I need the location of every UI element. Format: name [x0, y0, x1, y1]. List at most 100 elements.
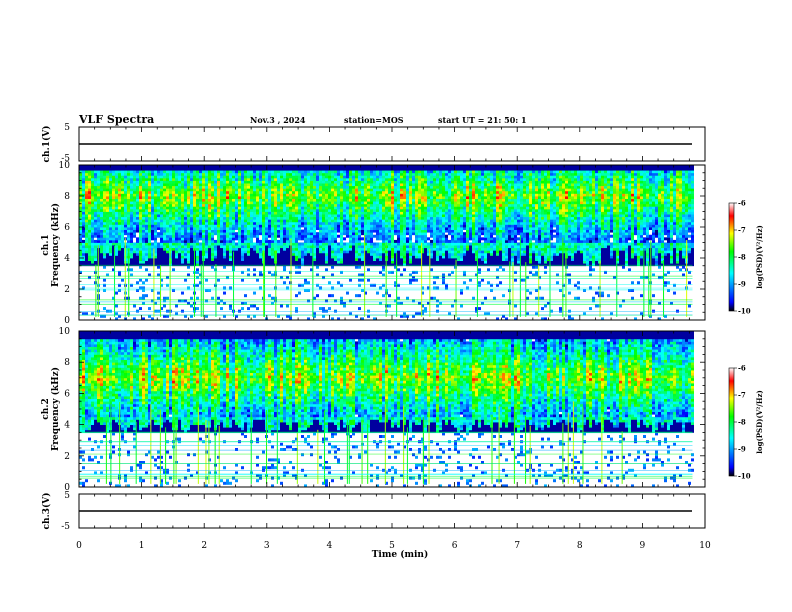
- ch1-spectrogram-cell: [250, 232, 253, 236]
- ch1-spectrogram-cell: [406, 242, 409, 246]
- ch1-spectrogram-cell: [376, 201, 379, 205]
- ch1-spectrogram-cell: [148, 234, 151, 238]
- ch1-spectrogram-cell: [403, 188, 406, 192]
- ch1-spectrogram-cell: [427, 229, 430, 233]
- ch1-spectrogram-cell: [187, 190, 190, 194]
- ch1-spectrogram-cell: [94, 190, 97, 194]
- ch1-spectrogram-cell: [163, 299, 166, 303]
- ch1-spectrogram-cell: [268, 177, 271, 181]
- ch1-spectrogram-cell: [112, 239, 115, 243]
- ch1-spectrogram-cell: [418, 245, 421, 249]
- ch1-spectrogram-cell: [355, 227, 358, 230]
- ch1-spectrogram-cell: [325, 198, 328, 202]
- ch1-spectrogram-cell: [415, 260, 418, 264]
- ch1-spectrogram-cell: [388, 224, 391, 228]
- ch1-spectrogram-cell: [217, 177, 220, 181]
- ch1-spectrogram-cell: [286, 242, 289, 246]
- ch1-spectrogram-cell: [133, 167, 136, 171]
- ch1-spectrogram-cell: [130, 170, 133, 174]
- ch1-spectrogram-cell: [232, 206, 235, 210]
- ch1-spectrogram-cell: [139, 247, 142, 251]
- ch1-spectrogram-cell: [148, 273, 151, 277]
- ch1-spectrogram-cell: [298, 232, 301, 236]
- ch1-spectrogram-cell: [241, 301, 244, 305]
- ch1-spectrogram-cell: [184, 263, 187, 267]
- ch1-spectrogram-cell: [361, 229, 364, 233]
- ch1-spectrogram-cell: [298, 237, 301, 241]
- ch1-spectrogram-cell: [187, 301, 190, 305]
- ch1-spectrogram-cell: [181, 190, 184, 194]
- ch1-spectrogram-cell: [109, 227, 112, 230]
- ch1-spectrogram-cell: [283, 211, 286, 215]
- ch1-spectrogram-cell: [169, 177, 172, 181]
- ch1-spectrogram-cell: [139, 216, 142, 220]
- ch1-spectrogram-cell: [421, 190, 424, 194]
- ch1-spectrogram-cell: [379, 180, 382, 184]
- ch1-spectrogram-cell: [271, 239, 274, 243]
- ch1-spectrogram-cell: [307, 232, 310, 236]
- ch1-spectrogram-cell: [127, 167, 130, 171]
- ch1-spectrogram-cell: [157, 260, 160, 264]
- ch1-spectrogram-cell: [121, 188, 124, 192]
- ch1-spectrogram-cell: [403, 177, 406, 181]
- ch1-spectrogram-cell: [412, 180, 415, 184]
- ch1-spectrogram-cell: [331, 183, 334, 187]
- ch1-spectrogram-cell: [301, 242, 304, 246]
- ch1-spectrogram-cell: [415, 242, 418, 246]
- ch1-spectrogram-cell: [154, 309, 157, 313]
- ch1-spectrogram-cell: [283, 281, 286, 285]
- ch1-spectrogram-cell: [118, 242, 121, 246]
- ch1-spectrogram-cell: [106, 196, 109, 199]
- ch1-spectrogram-cell: [145, 219, 148, 223]
- ch1-spectrogram-cell: [403, 250, 406, 254]
- ch1-spectrogram-cell: [211, 170, 214, 174]
- ch1-spectrogram-cell: [409, 203, 412, 207]
- ch1-spectrogram-cell: [127, 203, 130, 207]
- ch1-spectrogram-cell: [313, 208, 316, 212]
- ch1-spectrogram-cell: [361, 250, 364, 254]
- ch1-spectrogram-cell: [427, 255, 430, 259]
- ch1-spectrogram-cell: [298, 165, 301, 168]
- ch1-spectrogram-cell: [301, 283, 304, 287]
- ch1-spectrogram-cell: [352, 214, 355, 218]
- ch1-spectrogram-cell: [382, 258, 385, 261]
- ch1-spectrogram-cell: [208, 247, 211, 251]
- ch1-spectrogram-cell: [106, 193, 109, 197]
- ch1-spectrogram-cell: [337, 247, 340, 251]
- ch1-spectrogram-cell: [289, 177, 292, 181]
- ch1-spectrogram-cell: [169, 237, 172, 241]
- ch1-spectrogram-cell: [298, 203, 301, 207]
- ch1-spectrogram-cell: [112, 203, 115, 207]
- ch1-spectrogram-cell: [394, 201, 397, 205]
- ch1-spectrogram-cell: [310, 232, 313, 236]
- ch1-spectrogram-cell: [433, 250, 436, 254]
- ch1-spectrogram-cell: [304, 177, 307, 181]
- ch1-spectrogram-cell: [118, 185, 121, 189]
- ch1-spectrogram-cell: [343, 190, 346, 194]
- ch1-spectrogram-cell: [196, 190, 199, 194]
- ch1-spectrogram-cell: [424, 224, 427, 228]
- ch1-spectrogram-cell: [244, 229, 247, 233]
- ch1-spectrogram-cell: [247, 193, 250, 197]
- ch1-spectrogram-cell: [214, 224, 217, 228]
- ch1-spectrogram-cell: [226, 263, 229, 267]
- ch1-spectrogram-cell: [208, 216, 211, 220]
- ch1-spectrogram-cell: [163, 165, 166, 168]
- ch1-spectrogram-cell: [277, 203, 280, 207]
- ch1-spectrogram-cell: [331, 237, 334, 241]
- ch1-spectrogram-cell: [259, 258, 262, 261]
- ch1-spectrogram-cell: [172, 165, 175, 168]
- ch1-spectrogram-cell: [343, 177, 346, 181]
- ch1-spectrogram-cell: [376, 172, 379, 176]
- ch1-spectrogram-cell: [85, 172, 88, 176]
- ch1-spectrogram-cell: [349, 190, 352, 194]
- ch1-spectrogram-cell: [349, 208, 352, 212]
- ch1-spectrogram-cell: [361, 258, 364, 261]
- ch1-spectrogram-cell: [103, 193, 106, 197]
- ch1-spectrogram-cell: [406, 232, 409, 236]
- ch1-spectrogram-cell: [406, 183, 409, 187]
- ch1-spectrogram-cell: [235, 208, 238, 212]
- ch1-spectrogram-cell: [163, 296, 166, 300]
- ch1-spectrogram-cell: [133, 219, 136, 223]
- ch1-spectrogram-cell: [79, 237, 82, 241]
